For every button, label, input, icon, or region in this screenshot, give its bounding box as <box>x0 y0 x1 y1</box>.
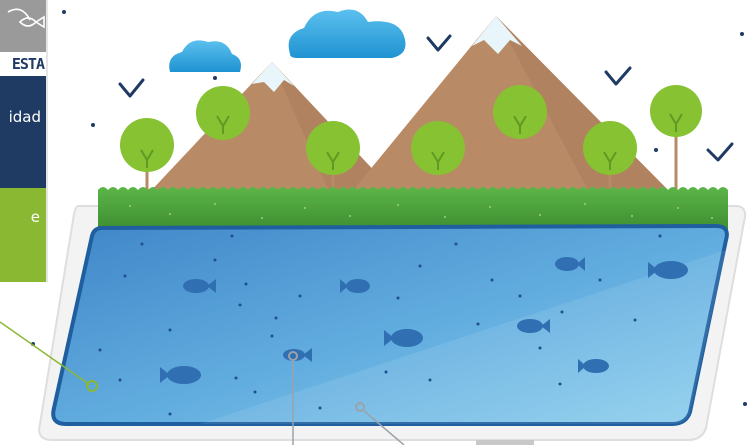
left-info-panel: ESTA idad e <box>0 0 48 445</box>
fish <box>384 329 423 347</box>
birds <box>118 34 734 162</box>
panel-divider <box>46 0 48 282</box>
trees <box>120 85 702 194</box>
pond-water <box>51 223 729 426</box>
callout-pointer-water[interactable] <box>355 402 405 445</box>
tree <box>120 118 174 194</box>
fish <box>648 261 688 279</box>
tree <box>650 85 702 194</box>
fish <box>160 366 201 384</box>
tree <box>411 121 465 194</box>
callout-pointer-green[interactable] <box>0 321 98 392</box>
panel-tag: ESTA <box>0 52 48 76</box>
callout-pointer-fish[interactable] <box>288 351 298 445</box>
water-bubbles <box>98 234 662 416</box>
fish <box>517 319 550 333</box>
tree <box>196 86 250 194</box>
panel-header <box>0 0 48 52</box>
tree <box>583 121 637 194</box>
fish-school <box>160 257 688 384</box>
fish <box>578 359 609 373</box>
grass-strip <box>98 187 728 230</box>
panel-navy-text: idad <box>0 76 48 188</box>
fish <box>555 257 585 271</box>
fish <box>183 279 216 293</box>
cloud-left <box>169 40 241 72</box>
mountain-left <box>148 62 396 194</box>
fish <box>340 279 370 293</box>
bottom-label-edge <box>476 440 534 445</box>
tree <box>493 85 547 194</box>
tree <box>306 121 360 194</box>
fish-outline-icon <box>7 8 45 29</box>
panel-green-text: e <box>0 188 48 282</box>
cloud-right <box>288 9 406 59</box>
